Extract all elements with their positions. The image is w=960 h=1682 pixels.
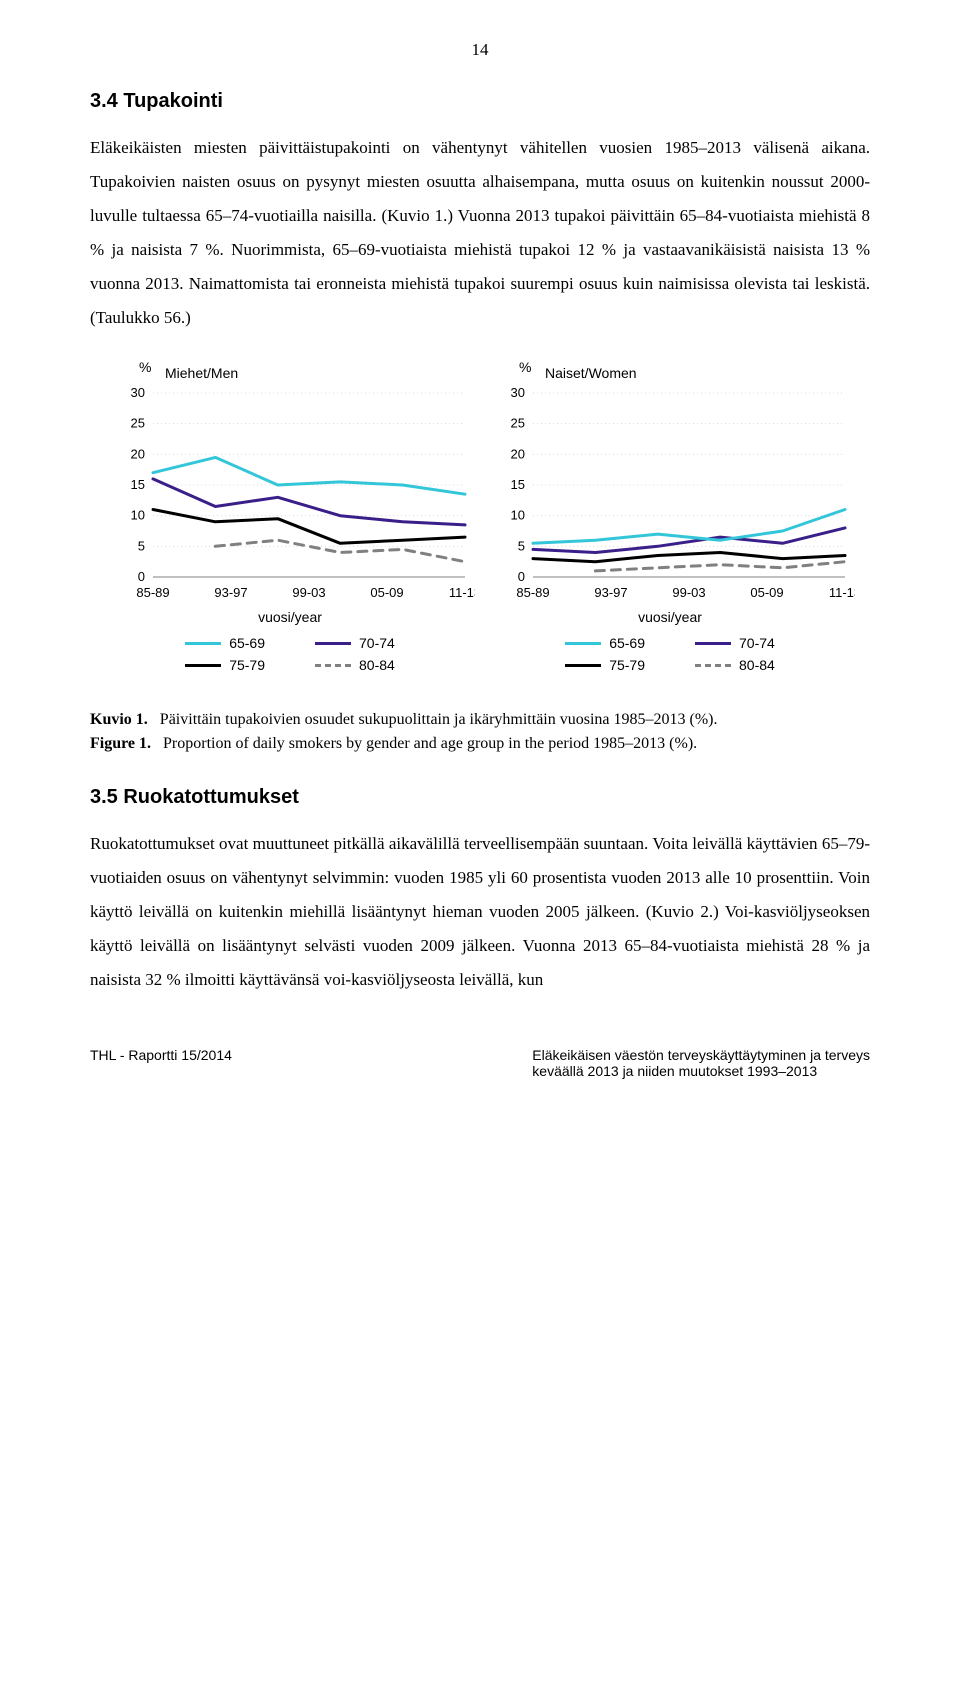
legend-label: 70-74 [739, 635, 775, 651]
svg-text:99-03: 99-03 [292, 585, 325, 600]
svg-text:30: 30 [511, 385, 525, 400]
footer-right-line1: Eläkeikäisen väestön terveyskäyttäytymin… [532, 1047, 870, 1063]
svg-text:85-89: 85-89 [516, 585, 549, 600]
legend-swatch [695, 642, 731, 645]
heading-3-4: 3.4 Tupakointi [90, 90, 870, 113]
svg-text:25: 25 [511, 416, 525, 431]
caption-figure-label: Figure 1. [90, 735, 151, 752]
legend-swatch [185, 664, 221, 667]
legend-swatch [695, 664, 731, 667]
plot-women: 0 5 10 15 20 25 30 85-89 93-97 99-03 05-09 11-13 [485, 385, 855, 605]
xaxis-title-women: vuosi/year [485, 609, 855, 625]
legend-label: 80-84 [359, 657, 395, 673]
svg-text:30: 30 [131, 385, 145, 400]
legend-item: 75-79 [565, 657, 645, 673]
svg-text:85-89: 85-89 [136, 585, 169, 600]
svg-text:11-13: 11-13 [449, 585, 475, 600]
heading-3-5: 3.5 Ruokatottumukset [90, 786, 870, 809]
legend-item: 65-69 [185, 635, 265, 651]
legend-item: 70-74 [695, 635, 775, 651]
caption-figure-text: Proportion of daily smokers by gender an… [163, 735, 697, 752]
svg-text:20: 20 [131, 446, 145, 461]
svg-text:0: 0 [518, 569, 525, 584]
caption-kuvio-label: Kuvio 1. [90, 711, 148, 728]
page-footer: THL - Raportti 15/2014 Eläkeikäisen väes… [90, 1047, 870, 1079]
legend-swatch [565, 642, 601, 645]
legend-swatch [565, 664, 601, 667]
svg-text:15: 15 [131, 477, 145, 492]
page-number: 14 [90, 40, 870, 60]
svg-text:05-09: 05-09 [370, 585, 403, 600]
legend-item: 75-79 [185, 657, 265, 673]
legend-item: 65-69 [565, 635, 645, 651]
svg-text:5: 5 [518, 538, 525, 553]
chart-women: % Naiset/Women 05101520253085-8993-9799-… [485, 365, 855, 673]
legend-label: 65-69 [609, 635, 645, 651]
svg-text:15: 15 [511, 477, 525, 492]
pct-symbol-women: % [519, 359, 531, 375]
plot-men: 0 5 10 15 20 25 30 85-89 93-97 99-03 05-09 11-13 [105, 385, 475, 605]
footer-right-line2: keväällä 2013 ja niiden muutokset 1993–2… [532, 1063, 870, 1079]
legend-swatch [315, 642, 351, 645]
svg-text:05-09: 05-09 [750, 585, 783, 600]
paragraph-1: Eläkeikäisten miesten päivittäistupakoin… [90, 131, 870, 335]
svg-text:11-13: 11-13 [829, 585, 855, 600]
paragraph-2: Ruokatottumukset ovat muuttuneet pitkäll… [90, 827, 870, 997]
legend-swatch [185, 642, 221, 645]
charts-row: % Miehet/Men 05101520253085-8993-9799-03… [90, 365, 870, 673]
legend-men: 65-69 75-79 70-74 80-84 [105, 635, 475, 673]
svg-text:25: 25 [131, 416, 145, 431]
footer-right: Eläkeikäisen väestön terveyskäyttäytymin… [532, 1047, 870, 1079]
chart-title-men: Miehet/Men [165, 365, 475, 381]
legend-item: 70-74 [315, 635, 395, 651]
figure-caption: Kuvio 1. Päivittäin tupakoivien osuudet … [90, 708, 870, 756]
xaxis-title-men: vuosi/year [105, 609, 475, 625]
svg-text:93-97: 93-97 [214, 585, 247, 600]
caption-kuvio-text: Päivittäin tupakoivien osuudet sukupuoli… [160, 711, 718, 728]
pct-symbol-men: % [139, 359, 151, 375]
legend-label: 70-74 [359, 635, 395, 651]
svg-text:0: 0 [138, 569, 145, 584]
chart-men: % Miehet/Men 05101520253085-8993-9799-03… [105, 365, 475, 673]
svg-text:5: 5 [138, 538, 145, 553]
svg-text:93-97: 93-97 [594, 585, 627, 600]
svg-text:10: 10 [511, 508, 525, 523]
legend-label: 75-79 [609, 657, 645, 673]
chart-title-women: Naiset/Women [545, 365, 855, 381]
footer-left: THL - Raportti 15/2014 [90, 1047, 232, 1079]
legend-swatch [315, 664, 351, 667]
legend-item: 80-84 [695, 657, 775, 673]
svg-text:20: 20 [511, 446, 525, 461]
svg-text:99-03: 99-03 [672, 585, 705, 600]
legend-item: 80-84 [315, 657, 395, 673]
legend-label: 80-84 [739, 657, 775, 673]
svg-text:10: 10 [131, 508, 145, 523]
legend-label: 75-79 [229, 657, 265, 673]
legend-women: 65-69 75-79 70-74 80-84 [485, 635, 855, 673]
legend-label: 65-69 [229, 635, 265, 651]
